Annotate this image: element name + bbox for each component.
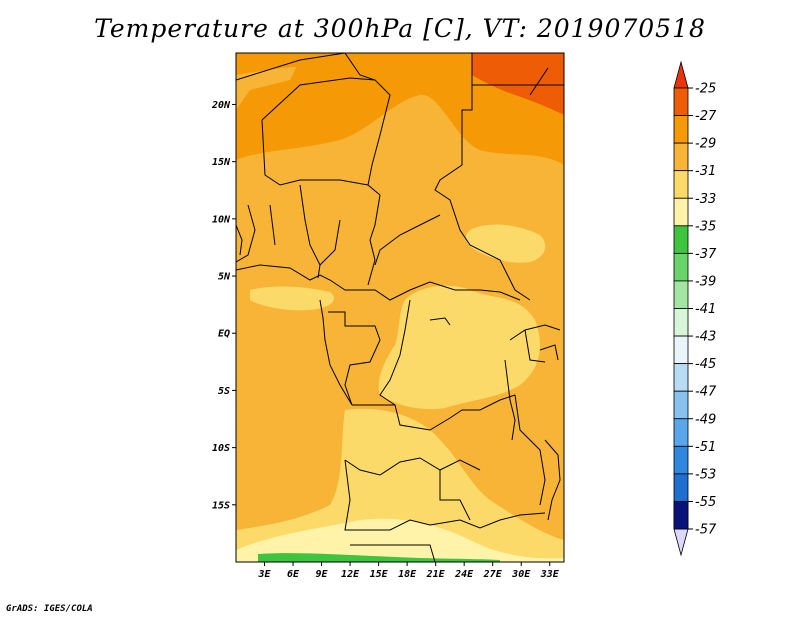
region-minus31-to-minus29 [236, 60, 564, 562]
colorbar-bottom-triangle [673, 528, 689, 557]
colorbar-label: -29 [695, 137, 716, 152]
lon-tick-label: 18E [398, 569, 417, 580]
lat-tick-label: EQ [218, 329, 230, 340]
colorbar-label: -37 [695, 247, 717, 262]
country-boundaries [236, 53, 564, 562]
colorbar-swatch [673, 87, 689, 116]
colorbar-label: -53 [695, 467, 716, 482]
region-minus33-to-minus31 [236, 408, 564, 562]
lon-tick-label: 15E [370, 569, 389, 580]
colorbar-swatch [673, 280, 689, 309]
colorbar-swatch [673, 308, 689, 337]
colorbar-label: -31 [695, 164, 716, 179]
lon-tick-label: 12E [341, 569, 360, 580]
colorbar-label: -35 [695, 219, 716, 234]
lat-tick-label: 20N [211, 100, 231, 111]
colorbar-label: -57 [695, 523, 717, 538]
colorbar-top-triangle [673, 60, 689, 89]
colorbar-swatch [673, 115, 689, 144]
lon-tick-label: 6E [287, 569, 300, 580]
colorbar-label: -27 [695, 109, 717, 124]
region-minus33-to-minus31 [378, 285, 540, 410]
colorbar: -25 -27 -29 -31 -33 -35 -37 -39 -41 -43 -45 -47 -49 -… [673, 60, 717, 557]
grads-credit: GrADS: IGES/COLA [6, 604, 93, 614]
colorbar-label: -43 [695, 330, 716, 345]
region-minus37-to-minus35 [258, 553, 500, 562]
colorbar-swatch [673, 335, 689, 365]
lat-tick-label: 10N [212, 214, 231, 225]
colorbar-label: -39 [695, 274, 716, 289]
colorbar-swatch [673, 418, 689, 447]
lat-tick-label: 10S [212, 443, 230, 454]
region-gt-minus27 [472, 53, 564, 115]
lon-tick-label: 33E [540, 569, 560, 580]
lon-tick-label: 21E [426, 569, 446, 580]
map-frame [235, 52, 565, 563]
colorbar-label: -45 [695, 357, 716, 372]
lon-tick-label: 9E [316, 569, 329, 580]
colorbar-label: -49 [695, 412, 716, 427]
colorbar-swatch [673, 363, 689, 392]
colorbar-swatch [673, 473, 689, 502]
temperature-field [236, 53, 564, 562]
colorbar-swatch [673, 445, 689, 475]
lon-tick-label: 3E [257, 569, 271, 580]
region-minus35-to-minus33 [236, 518, 564, 562]
lon-tick-label: 27E [483, 569, 503, 580]
colorbar-swatch [673, 501, 689, 530]
region-minus33-to-minus31 [250, 286, 334, 311]
lat-tick-label: 5S [218, 386, 230, 397]
map-figure: 3E 6E 9E 12E 15E 18E 21E 24E 27E 30E 33E 20N 15N 10N… [211, 52, 717, 580]
lat-tick-label: 5N [218, 272, 231, 283]
region-minus29-to-minus27 [236, 53, 472, 90]
latitude-axis: 20N 15N 10N 5N EQ 5S 10S 15S [211, 100, 236, 511]
colorbar-label: -25 [695, 82, 716, 97]
lat-tick-label: 15N [212, 157, 231, 168]
lon-tick-label: 30E [511, 569, 531, 580]
colorbar-swatch [673, 225, 689, 254]
lat-tick-label: 15S [212, 500, 230, 511]
colorbar-label: -47 [695, 385, 717, 400]
colorbar-swatch [673, 142, 689, 172]
longitude-axis: 3E 6E 9E 12E 15E 18E 21E 24E 27E 30E 33E [257, 562, 560, 580]
colorbar-label: -33 [695, 192, 716, 207]
chart-title: Temperature at 300hPa [C], VT: 201907051… [94, 14, 706, 43]
colorbar-swatch [673, 252, 689, 282]
lon-tick-label: 24E [454, 569, 474, 580]
colorbar-label: -41 [695, 302, 716, 317]
colorbar-swatch [673, 197, 689, 227]
colorbar-swatch [673, 170, 689, 199]
colorbar-label: -55 [695, 495, 716, 510]
colorbar-swatch [673, 390, 689, 420]
colorbar-label: -51 [695, 440, 716, 455]
